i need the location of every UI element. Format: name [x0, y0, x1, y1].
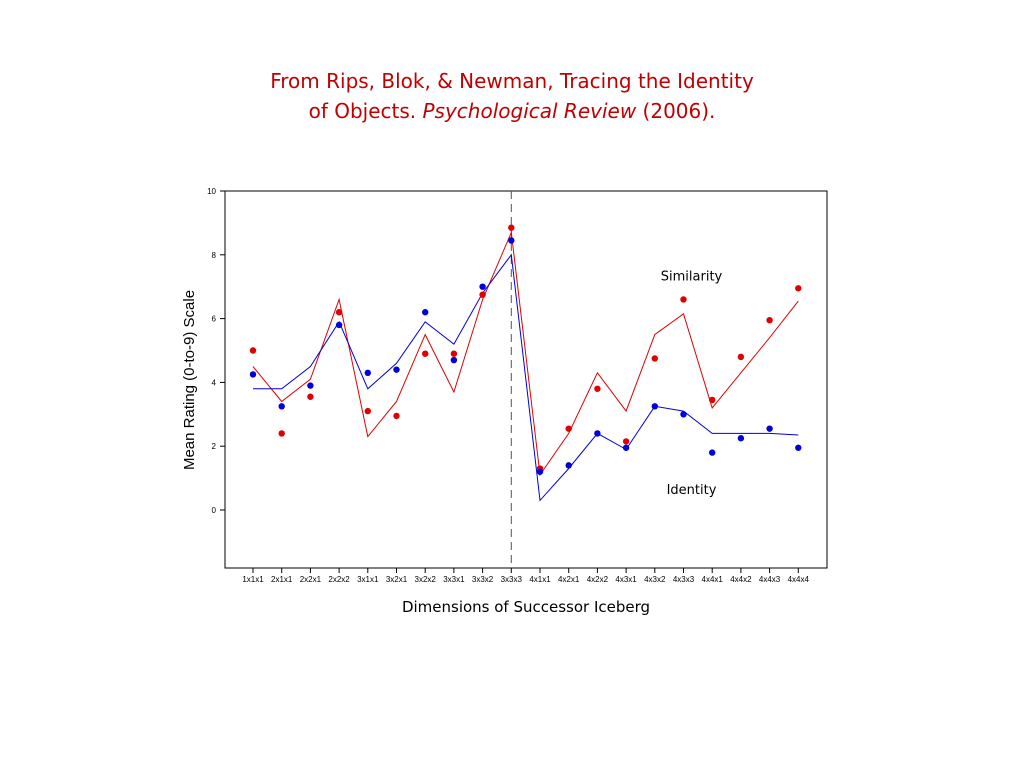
y-tick-label: 10	[207, 187, 216, 196]
identity-data-point	[364, 369, 371, 377]
x-tick-label: 4x4x3	[759, 575, 781, 584]
series-layer	[249, 224, 802, 502]
x-tick-label: 4x2x1	[558, 575, 580, 584]
x-tick-label: 3x3x3	[501, 575, 523, 584]
identity-data-point	[594, 430, 601, 437]
x-tick-label: 3x1x1	[357, 575, 379, 584]
chart-title: From Rips, Blok, & Newman, Tracing the I…	[0, 66, 1024, 126]
x-tick-label: 4x1x1	[529, 575, 551, 584]
similarity-data-point	[565, 425, 572, 432]
series-annotation-identity: Identity	[667, 483, 717, 498]
similarity-data-point	[278, 430, 285, 437]
y-tick-label: 4	[212, 378, 217, 387]
similarity-data-point	[680, 296, 687, 303]
identity-data-point	[737, 435, 745, 442]
x-tick-label: 4x4x1	[702, 575, 724, 584]
similarity-data-point	[364, 407, 371, 415]
x-tick-label: 3x2x2	[415, 575, 437, 584]
similarity-data-point	[508, 224, 515, 231]
title-line-2: of Objects. Psychological Review (2006).	[0, 96, 1024, 126]
similarity-data-point	[335, 309, 343, 316]
identity-data-point	[766, 425, 773, 432]
identity-data-point	[393, 366, 400, 373]
similarity-data-point	[479, 291, 486, 298]
title-line-2-tail: (2006).	[636, 99, 716, 123]
plot-frame	[224, 190, 828, 569]
y-tick-label: 2	[212, 442, 217, 451]
x-tick-label: 3x3x1	[443, 575, 465, 584]
similarity-data-point	[651, 355, 658, 362]
identity-data-point	[307, 382, 314, 389]
identity-data-point	[508, 237, 515, 244]
identity-data-point	[565, 462, 572, 469]
title-line-1: From Rips, Blok, & Newman, Tracing the I…	[270, 69, 754, 93]
series-annotation-similarity: Similarity	[661, 269, 723, 284]
x-tick-label: 4x2x2	[587, 575, 609, 584]
x-tick-label: 4x4x4	[788, 575, 810, 584]
similarity-data-point	[622, 438, 630, 445]
identity-data-point	[479, 283, 486, 290]
x-axis-label: Dimensions of Successor Iceberg	[402, 598, 650, 616]
similarity-data-point	[737, 353, 745, 361]
y-axis: 0 2 4 6 8 10	[207, 187, 225, 515]
identity-data-point	[536, 468, 544, 475]
x-tick-label: 1x1x1	[242, 575, 264, 584]
identity-data-point	[680, 411, 687, 418]
annotations: Similarity Identity	[661, 269, 723, 498]
similarity-data-point	[393, 412, 400, 420]
similarity-data-point	[795, 285, 802, 292]
identity-data-point	[249, 371, 257, 378]
similarity-fit-line	[252, 230, 799, 477]
x-tick-label: 2x2x1	[300, 575, 322, 584]
y-tick-label: 0	[212, 506, 217, 515]
y-tick-label: 6	[212, 315, 217, 324]
y-tick-label: 8	[212, 251, 217, 260]
identity-data-point	[422, 309, 429, 316]
identity-fit-line	[253, 253, 799, 502]
x-tick-label: 2x2x2	[328, 575, 350, 584]
x-tick-label: 3x3x2	[472, 575, 494, 584]
x-tick-label: 3x2x1	[386, 575, 408, 584]
x-tick-label: 4x3x3	[673, 575, 695, 584]
identity-data-point	[795, 444, 802, 451]
identity-data-point	[450, 356, 458, 364]
identity-data-point	[651, 403, 658, 410]
identity-data-point	[335, 321, 343, 329]
x-tick-label: 4x3x2	[644, 575, 666, 584]
similarity-data-point	[709, 396, 716, 404]
x-tick-label: 4x4x2	[730, 575, 752, 584]
title-journal: Psychological Review	[422, 99, 637, 123]
x-axis: 1x1x1 2x1x1 2x2x1 2x2x2 3x1x1 3x2x1 3x2x2 3x3x1…	[242, 568, 810, 584]
similarity-data-point	[766, 316, 773, 324]
similarity-data-point	[450, 350, 458, 357]
x-tick-label: 2x1x1	[271, 575, 293, 584]
y-axis-label: Mean Rating (0-to-9) Scale	[181, 290, 198, 470]
similarity-data-point	[307, 393, 314, 400]
x-tick-label: 4x3x1	[615, 575, 637, 584]
title-line-2-plain: of Objects.	[308, 99, 423, 123]
similarity-data-point	[422, 350, 429, 357]
identity-data-point	[278, 403, 285, 410]
similarity-data-point	[594, 385, 601, 392]
similarity-data-point	[249, 347, 257, 354]
identity-data-point	[622, 444, 630, 451]
identity-data-point	[709, 449, 716, 456]
